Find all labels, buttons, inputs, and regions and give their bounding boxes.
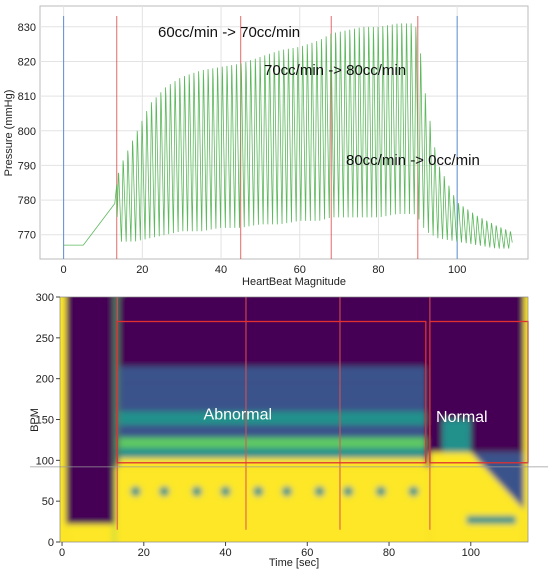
bottom-x-tick-label: 60 <box>301 547 313 559</box>
heatmap-dot <box>253 486 264 497</box>
top-x-tick-label: 40 <box>215 264 227 276</box>
top-y-tick-label: 810 <box>18 91 36 103</box>
heatmap-band <box>119 346 426 367</box>
heatmap-dot <box>191 486 202 497</box>
bottom-y-tick-label: 50 <box>42 496 54 508</box>
heatmap-dot <box>343 486 354 497</box>
top-plot-area <box>39 5 529 260</box>
bottom-y-tick-label: 100 <box>36 455 54 467</box>
heatmap-band <box>119 437 426 449</box>
heatmap-band <box>119 382 426 400</box>
bottom-x-tick-label: 20 <box>138 547 150 559</box>
heatmap-dot <box>281 486 292 497</box>
bottom-chart: Abnormal Normal 0 50 100 150 200 250 300 0 20 40 6… <box>29 292 548 569</box>
bottom-x-tick-label: 80 <box>383 547 395 559</box>
top-y-tick-label: 820 <box>18 56 36 68</box>
heatmap-band <box>119 399 426 412</box>
top-y-tick-label: 780 <box>18 195 36 207</box>
bottom-y-ticks: 0 50 100 150 200 250 300 <box>36 292 60 549</box>
pressure-series-line <box>63 23 513 249</box>
heatmap-band <box>119 366 426 383</box>
heatmap-dot <box>220 486 231 497</box>
top-x-tick-label: 20 <box>136 264 148 276</box>
top-x-tick-label: 80 <box>372 264 384 276</box>
top-y-tick-label: 800 <box>18 126 36 138</box>
bottom-y-tick-label: 150 <box>36 415 54 427</box>
top-x-tick-label: 60 <box>294 264 306 276</box>
heatmap-band <box>119 448 426 458</box>
heatmap-normal-decay <box>470 452 524 510</box>
bottom-x-axis-label: Time [sec] <box>269 557 319 569</box>
annotation-70-to-80: 70cc/min -> 80cc/min <box>264 62 406 79</box>
top-y-ticks: 770 780 790 800 810 820 830 <box>18 22 36 242</box>
heatmap-low-strip <box>66 524 116 542</box>
heatmap-dot <box>408 486 419 497</box>
bottom-y-axis-label: BPM <box>29 408 41 432</box>
top-y-axis-label: Pressure (mmHg) <box>3 90 15 177</box>
region-box-abnormal <box>116 320 427 464</box>
top-x-ticks: 0 20 40 60 80 100 <box>61 264 467 276</box>
bottom-x-tick-label: 40 <box>219 547 231 559</box>
bottom-y-tick-label: 300 <box>36 292 54 304</box>
top-y-tick-label: 830 <box>18 22 36 34</box>
annotation-80-to-0: 80cc/min -> 0cc/min <box>346 152 480 169</box>
heatmap-band <box>119 425 426 438</box>
bottom-x-tick-label: 0 <box>59 547 65 559</box>
heatmap-main-low <box>115 466 430 542</box>
bottom-x-ticks: 0 20 40 60 80 100 <box>59 542 480 559</box>
top-x-tick-label: 0 <box>61 264 67 276</box>
top-y-tick-label: 770 <box>18 230 36 242</box>
top-y-tick-label: 790 <box>18 160 36 172</box>
heatmap-band <box>119 411 426 426</box>
bottom-y-tick-label: 200 <box>36 374 54 386</box>
heatmap-dot <box>159 486 170 497</box>
region-label-abnormal: Abnormal <box>204 407 272 424</box>
heatmap-dot <box>375 486 386 497</box>
heatmap-dot <box>314 486 325 497</box>
bottom-y-tick-label: 0 <box>48 537 54 549</box>
heatmap-left-edge <box>60 297 67 542</box>
bottom-y-tick-label: 250 <box>36 333 54 345</box>
bottom-x-tick-label: 100 <box>462 547 480 559</box>
top-x-tick-label: 100 <box>448 264 466 276</box>
top-chart: 770 780 790 800 810 820 830 0 20 40 60 80 100 Heart… <box>3 5 529 288</box>
heatmap-normal-tail <box>466 515 516 525</box>
heatmap-right-edge <box>523 297 528 542</box>
annotation-60-to-70: 60cc/min -> 70cc/min <box>158 24 300 41</box>
region-label-normal: Normal <box>436 409 488 426</box>
heatmap-normal-band <box>442 419 471 453</box>
top-x-axis-label: HeartBeat Magnitude <box>242 276 346 288</box>
heatmap-dot <box>130 486 141 497</box>
